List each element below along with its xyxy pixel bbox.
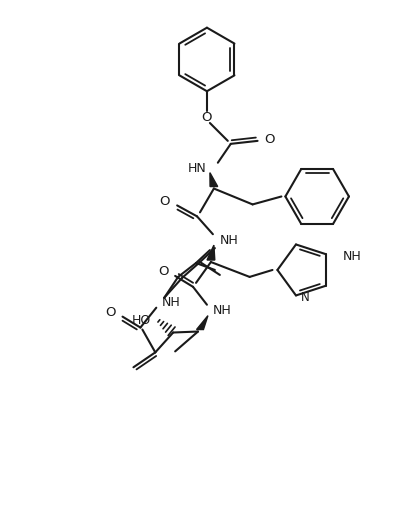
- Text: N: N: [301, 291, 310, 304]
- Polygon shape: [210, 172, 218, 187]
- Polygon shape: [197, 316, 208, 330]
- Text: HN: HN: [188, 162, 207, 175]
- Text: O: O: [265, 133, 275, 147]
- Text: O: O: [202, 111, 212, 124]
- Text: NH: NH: [213, 304, 231, 317]
- Text: NH: NH: [162, 296, 181, 309]
- Polygon shape: [207, 245, 215, 260]
- Text: O: O: [105, 306, 116, 319]
- Text: HO: HO: [132, 314, 151, 327]
- Text: O: O: [160, 195, 170, 208]
- Text: NH: NH: [220, 234, 239, 247]
- Text: O: O: [159, 266, 169, 278]
- Text: NH: NH: [343, 250, 362, 262]
